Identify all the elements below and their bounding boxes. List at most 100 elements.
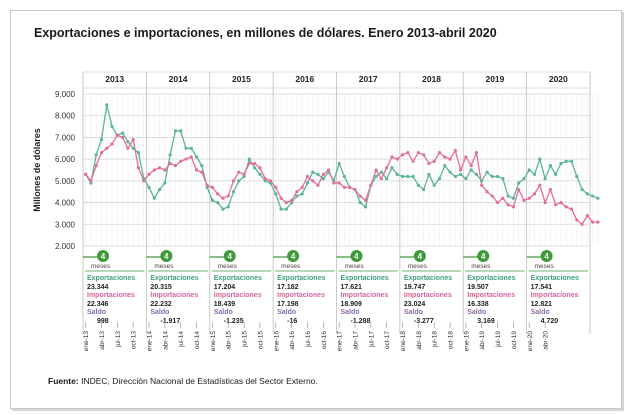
importaciones-point <box>469 164 473 168</box>
importaciones-point <box>205 183 209 187</box>
months-badge <box>160 250 173 262</box>
months-badge-number: 4 <box>101 252 106 261</box>
balance-label: Saldo <box>277 309 296 316</box>
exportaciones-point <box>110 124 114 129</box>
importaciones-point <box>385 166 389 170</box>
importaciones-point <box>406 151 410 155</box>
exportaciones-point <box>596 196 600 200</box>
exportaciones-point <box>105 103 109 107</box>
importaciones-point <box>422 153 426 157</box>
exportaciones-point <box>527 168 531 172</box>
x-tick-label: jul-17 <box>368 331 375 348</box>
imports-label: Importaciones <box>404 292 452 299</box>
exports-value: 19.507 <box>467 284 489 291</box>
importaciones-point <box>490 194 494 198</box>
exportaciones-point <box>385 177 389 181</box>
importaciones-point <box>126 146 130 150</box>
x-tick-label: oct-19 <box>511 331 518 349</box>
exportaciones-point <box>569 159 574 163</box>
importaciones-point <box>358 194 362 198</box>
importaciones-point <box>443 155 447 159</box>
balance-label: Saldo <box>341 309 360 316</box>
source-text: INDEC, Dirección Nacional de Estadística… <box>81 376 318 386</box>
year-header: 2019 <box>485 74 504 84</box>
exportaciones-point <box>94 153 98 157</box>
exportaciones-point <box>548 164 552 168</box>
importaciones-point <box>231 179 236 183</box>
source-note: Fuente: INDEC, Dirección Nacional de Est… <box>48 376 318 386</box>
exportaciones-point <box>374 174 378 179</box>
importaciones-point <box>395 157 399 161</box>
exportaciones-point <box>284 207 288 211</box>
balance-value: 4.720 <box>541 318 559 325</box>
importaciones-point <box>501 196 505 200</box>
exportaciones-point <box>253 166 257 170</box>
importaciones-point <box>517 187 521 192</box>
importaciones-point <box>342 185 347 189</box>
imports-value: 17.198 <box>277 301 299 308</box>
importaciones-point <box>311 179 315 183</box>
exportaciones-point <box>427 172 431 176</box>
x-tick-label: oct-15 <box>257 331 264 349</box>
exportaciones-point <box>152 196 156 200</box>
importaciones-point <box>495 200 500 205</box>
importaciones-point <box>221 196 225 200</box>
importaciones-point <box>374 168 378 172</box>
importaciones-point <box>511 205 516 209</box>
y-tick-label: 8.000 <box>55 112 76 121</box>
months-badge <box>413 250 426 262</box>
exports-value: 17.182 <box>277 284 299 291</box>
exports-label: Exportaciones <box>341 275 389 282</box>
exportaciones-point <box>295 194 299 198</box>
imports-value: 23.024 <box>404 301 426 308</box>
exportaciones-point <box>490 174 494 179</box>
exportaciones-point <box>200 164 204 168</box>
importaciones-point <box>189 155 193 159</box>
exports-label: Exportaciones <box>277 275 325 282</box>
balance-value: -16 <box>287 318 297 325</box>
importaciones-point <box>99 151 104 155</box>
importaciones-point <box>569 207 574 211</box>
exportaciones-point <box>231 190 236 194</box>
importaciones-point <box>94 164 98 168</box>
importaciones-point <box>575 218 579 222</box>
exportaciones-point <box>485 170 489 174</box>
imports-value: 22.232 <box>150 301 172 308</box>
months-badge-label: meses <box>91 263 111 270</box>
importaciones-point <box>142 179 146 183</box>
exportaciones-point <box>121 131 125 135</box>
exportaciones-point <box>226 205 230 209</box>
imports-label: Importaciones <box>214 292 262 299</box>
chart-title: Exportaciones e importaciones, en millon… <box>34 26 497 40</box>
x-tick-label: ene-18 <box>400 331 407 352</box>
y-tick-label: 9.000 <box>55 90 76 99</box>
y-axis-label: Millones de dólares <box>32 128 42 212</box>
importaciones-point <box>121 135 125 140</box>
importaciones-point <box>538 183 542 187</box>
exportaciones-point <box>99 138 104 142</box>
source-label: Fuente: <box>48 376 79 386</box>
importaciones-point <box>485 190 489 194</box>
year-header: 2017 <box>359 74 378 84</box>
importaciones-point <box>179 159 183 163</box>
exportaciones-point <box>406 174 410 179</box>
x-tick-label: oct-13 <box>131 331 138 349</box>
exportaciones-point <box>184 146 188 150</box>
importaciones-point <box>200 170 204 174</box>
exportaciones-point <box>422 187 426 192</box>
importaciones-point <box>522 198 526 202</box>
importaciones-point <box>136 166 141 170</box>
exportaciones-point <box>258 172 262 176</box>
imports-label: Importaciones <box>531 292 579 299</box>
months-badge <box>287 250 300 262</box>
months-badge <box>540 250 553 262</box>
importaciones-point <box>110 142 114 146</box>
importaciones-point <box>157 166 162 170</box>
exportaciones-point <box>480 179 484 183</box>
months-badge <box>477 250 490 262</box>
exportaciones-point <box>501 177 505 181</box>
x-tick-label: jul-19 <box>495 331 502 348</box>
importaciones-point <box>242 172 246 176</box>
year-header: 2014 <box>169 74 188 84</box>
